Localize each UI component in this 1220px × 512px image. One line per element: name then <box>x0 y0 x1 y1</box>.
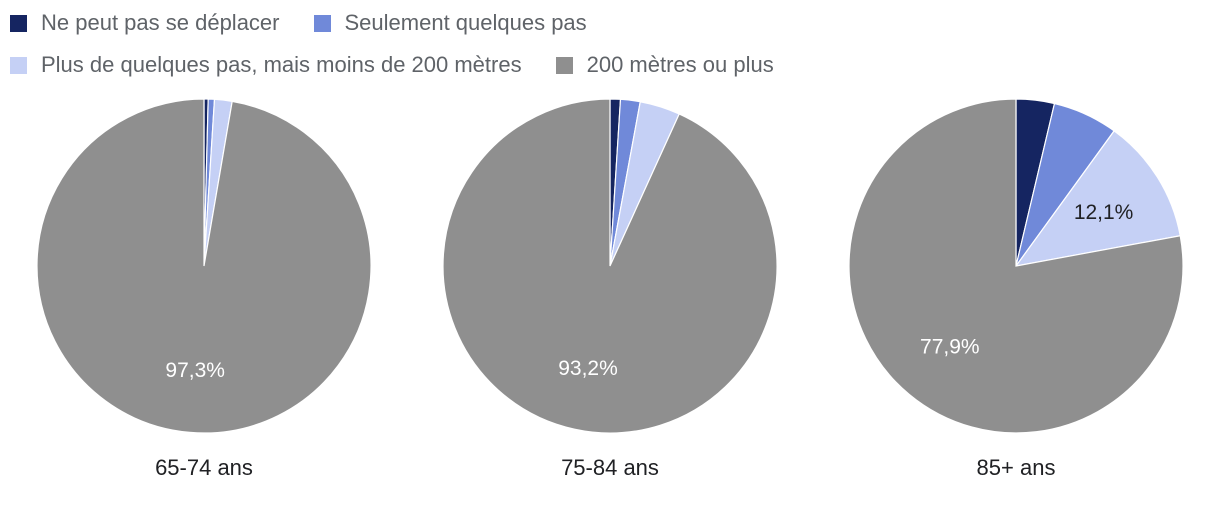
legend-item-few-steps: Seulement quelques pas <box>313 10 587 36</box>
legend-swatch-cannot-move <box>10 14 27 32</box>
legend-swatch-under-200m <box>10 56 27 74</box>
pie-1-data-label-200m-plus: 97,3% <box>165 359 225 382</box>
legend-label-few-steps: Seulement quelques pas <box>344 10 587 35</box>
legend-label-under-200m: Plus de quelques pas, mais moins de 200 … <box>41 52 522 77</box>
legend-row-2: Plus de quelques pas, mais moins de 200 … <box>10 48 1210 82</box>
legend-label-200m-plus: 200 mètres ou plus <box>586 52 774 77</box>
legend-label-cannot-move: Ne peut pas se déplacer <box>41 10 280 35</box>
pie-3-slice-under-200m <box>1014 130 1181 267</box>
legend-swatch-few-steps <box>313 14 331 32</box>
legend-item-200m-plus: 200 mètres ou plus <box>555 52 774 78</box>
pie-2-data-label-200m-plus: 93,2% <box>558 357 618 380</box>
chart-legend: Ne peut pas se déplacer Seulement quelqu… <box>10 6 1210 90</box>
pie-1-slice-200m-plus <box>36 98 372 434</box>
pie-1: 97,3% 65-74 ans <box>36 98 372 480</box>
pie-3-category-label: 85+ ans <box>977 455 1056 480</box>
pie-1-category-label: 65-74 ans <box>155 455 253 480</box>
pie-2: 93,2% 75-84 ans <box>442 98 778 480</box>
pie-2-category-label: 75-84 ans <box>561 455 659 480</box>
pie-2-slice-200m-plus <box>442 98 778 434</box>
pie-3: 12,1% 77,9% 85+ ans <box>848 98 1184 480</box>
pie-3-data-label-under-200m: 12,1% <box>1074 201 1134 224</box>
legend-item-cannot-move: Ne peut pas se déplacer <box>10 10 280 36</box>
legend-item-under-200m: Plus de quelques pas, mais moins de 200 … <box>10 52 522 78</box>
pie-3-data-label-200m-plus: 77,9% <box>920 336 980 359</box>
legend-swatch-200m-plus <box>555 56 573 74</box>
pie-3-slice-200m-plus <box>848 98 1184 434</box>
legend-row-1: Ne peut pas se déplacer Seulement quelqu… <box>10 6 1210 40</box>
